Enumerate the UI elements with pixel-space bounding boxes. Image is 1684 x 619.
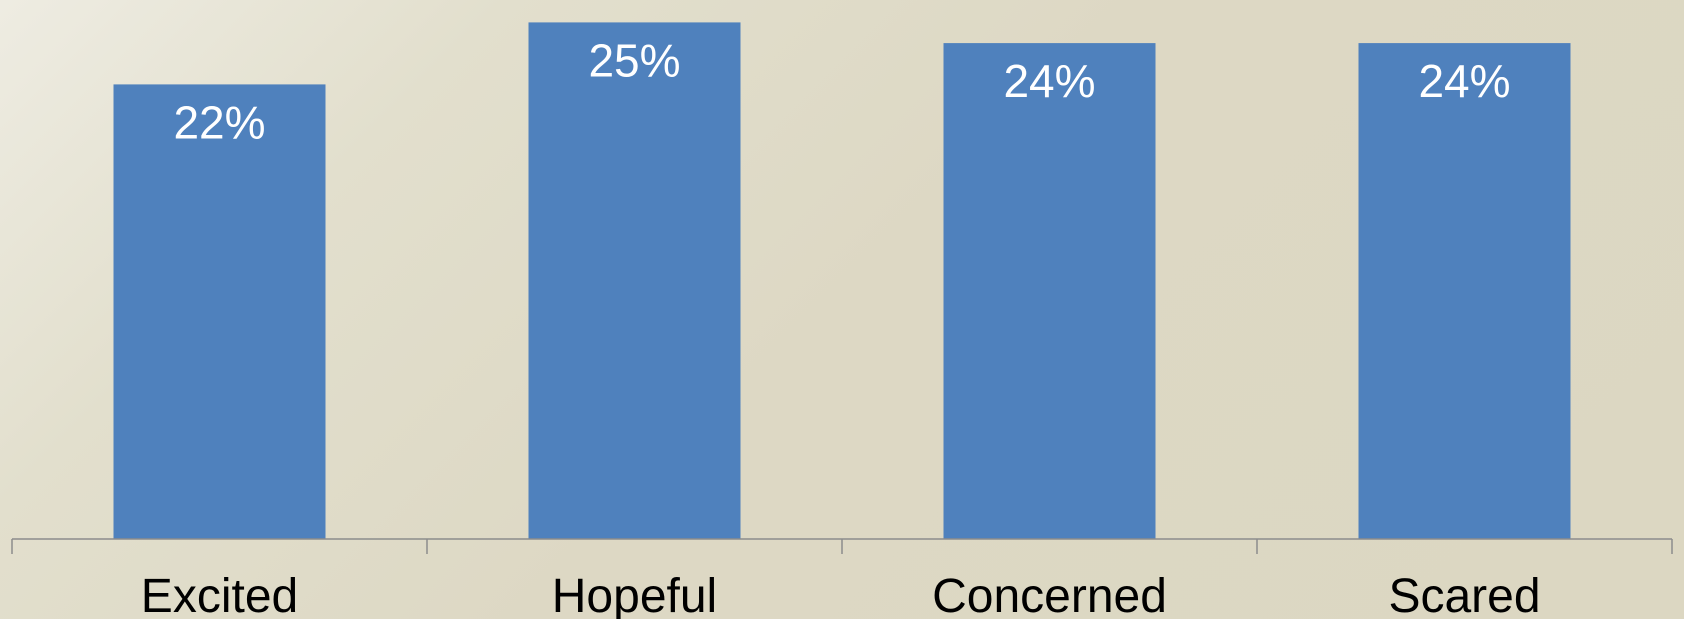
bars-group	[113, 22, 1571, 540]
data-label-concerned: 24%	[1003, 55, 1095, 107]
bar-concerned	[943, 43, 1156, 539]
data-label-excited: 22%	[173, 96, 265, 148]
data-label-scared: 24%	[1418, 55, 1510, 107]
category-label-scared: Scared	[1388, 570, 1540, 619]
x-axis	[11, 538, 1673, 554]
bar-scared	[1358, 43, 1571, 539]
bar-excited	[113, 84, 326, 540]
data-labels-group: 22% 25% 24% 24%	[173, 34, 1510, 148]
category-label-concerned: Concerned	[932, 570, 1167, 619]
category-label-hopeful: Hopeful	[552, 570, 717, 619]
category-labels-group: Excited Hopeful Concerned Scared	[141, 570, 1541, 619]
category-label-excited: Excited	[141, 570, 298, 619]
data-label-hopeful: 25%	[588, 34, 680, 86]
bar-hopeful	[528, 22, 741, 539]
